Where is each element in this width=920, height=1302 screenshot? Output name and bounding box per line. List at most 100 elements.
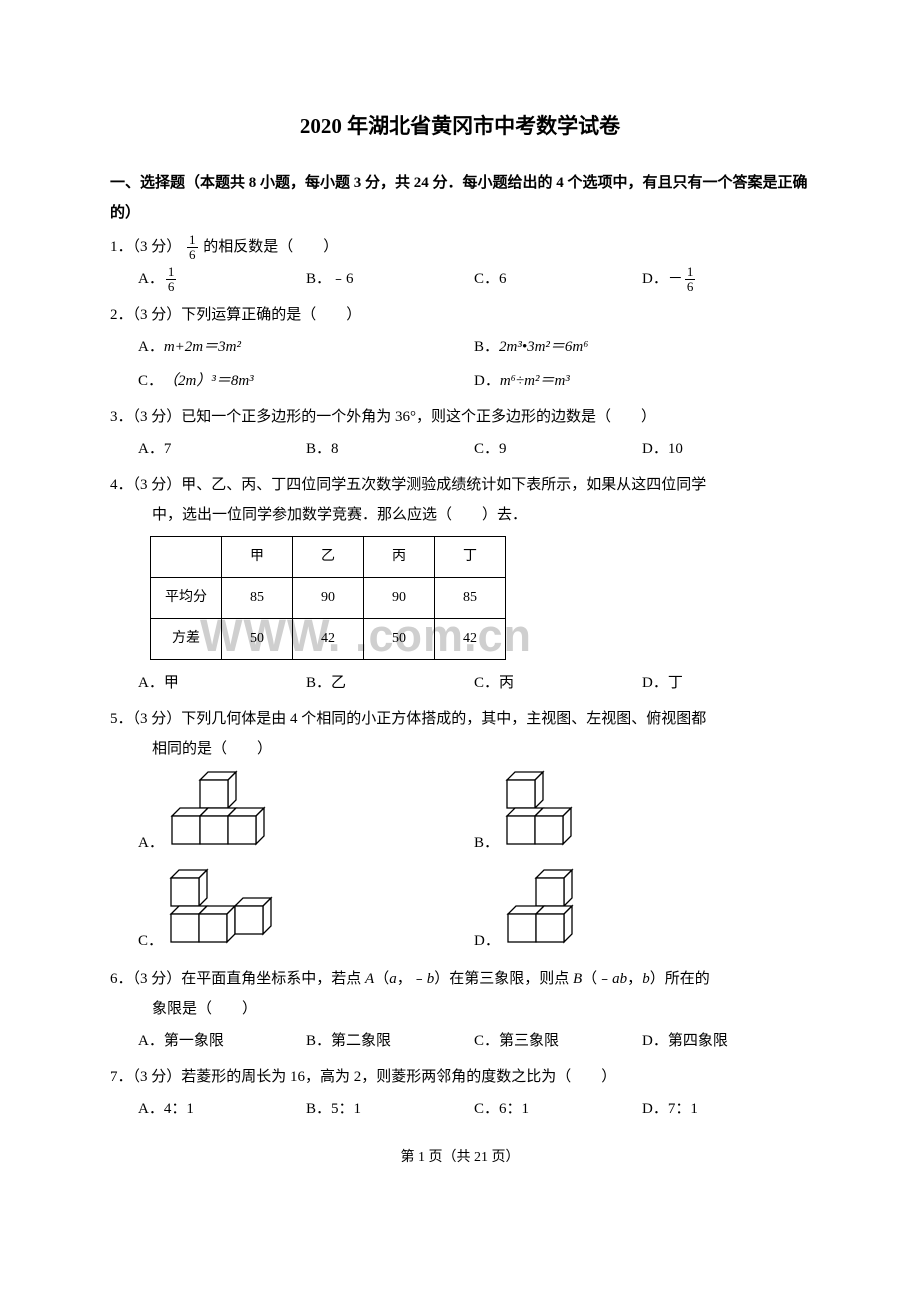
q1-choice-b: B．﹣6 [306, 262, 474, 296]
q2-d-label: D． [474, 366, 500, 396]
exam-title: 2020 年湖北省黄冈市中考数学试卷 [110, 110, 810, 140]
table-cell: 42 [435, 619, 506, 660]
q5-line2: 相同的是（ ） [110, 734, 810, 764]
q6-choice-b: B．第二象限 [306, 1024, 474, 1058]
section-1-header: 一、选择题（本题共 8 小题，每小题 3 分，共 24 分．每小题给出的 4 个… [110, 168, 810, 228]
table-cell: 50 [222, 619, 293, 660]
question-7: 7．（3 分）若菱形的周长为 16，高为 2，则菱形两邻角的度数之比为（ ） A… [110, 1062, 810, 1126]
cube-figure-b-icon [505, 768, 595, 858]
q7-choice-a: A．4：1 [138, 1092, 306, 1126]
q6-l1-m4: （﹣ [582, 971, 612, 987]
q2-a-label: A． [138, 332, 164, 362]
page-footer: 第 1 页（共 21 页） [110, 1146, 810, 1166]
q6-line2: 象限是（ ） [110, 994, 810, 1024]
question-2: 2．（3 分）下列运算正确的是（ ） A．m+2m＝3m² B．2m³•3m²＝… [110, 300, 810, 398]
q2-b-label: B． [474, 332, 499, 362]
q1-a-frac: 1 6 [166, 265, 177, 295]
q1-c-label: C．6 [474, 264, 507, 294]
q1-d-den: 6 [685, 280, 696, 294]
q4-choice-b: B．乙 [306, 666, 474, 700]
question-3: 3．（3 分）已知一个正多边形的一个外角为 36°，则这个正多边形的边数是（ ）… [110, 402, 810, 466]
q6-l1-B: B [573, 971, 582, 987]
q1-d-num: 1 [685, 265, 696, 280]
q3-stem: 3．（3 分）已知一个正多边形的一个外角为 36°，则这个正多边形的边数是（ ） [110, 402, 810, 432]
cube-figure-a-icon [170, 768, 270, 858]
question-5: 5．（3 分）下列几何体是由 4 个相同的小正方体搭成的，其中，主视图、左视图、… [110, 704, 810, 960]
q6-l1-ab: ab [612, 971, 627, 987]
q6-l1-m2: ，﹣ [397, 971, 427, 987]
q1-frac-num: 1 [187, 233, 198, 248]
table-cell: 丙 [364, 537, 435, 578]
q1-a-num: 1 [166, 265, 177, 280]
q5-choice-b: B． [474, 764, 810, 862]
q6-l1-a: a [389, 971, 397, 987]
q2-stem: 2．（3 分）下列运算正确的是（ ） [110, 300, 810, 330]
q4-choice-c: C．丙 [474, 666, 642, 700]
question-6: 6．（3 分）在平面直角坐标系中，若点 A（a，﹣b）在第三象限，则点 B（﹣a… [110, 964, 810, 1058]
q1-choice-d: D． － 1 6 [642, 262, 810, 296]
q4-line2: 中，选出一位同学参加数学竞赛．那么应选（ ）去． [110, 500, 810, 530]
q1-prefix: 1．（3 分） [110, 239, 181, 255]
q5-b-label: B． [474, 828, 499, 858]
table-cell: 42 [293, 619, 364, 660]
q1-d-label: D． [642, 264, 668, 294]
q4-choice-d: D．丁 [642, 666, 810, 700]
q2-d-math: m⁶÷m²＝m³ [500, 366, 570, 396]
q7-choice-d: D．7：1 [642, 1092, 810, 1126]
cube-figure-c-icon [169, 866, 279, 956]
q1-b-label: B．﹣6 [306, 264, 354, 294]
q2-choice-c: C．（2m）³＝8m³ [138, 364, 474, 398]
q7-choice-b: B．5：1 [306, 1092, 474, 1126]
table-cell: 方差 [151, 619, 222, 660]
q7-stem: 7．（3 分）若菱形的周长为 16，高为 2，则菱形两邻角的度数之比为（ ） [110, 1062, 810, 1092]
q3-choice-d: D．10 [642, 432, 810, 466]
q4-line1: 4．（3 分）甲、乙、丙、丁四位同学五次数学测验成绩统计如下表所示，如果从这四位… [110, 470, 810, 500]
q1-choice-a: A． 1 6 [138, 262, 306, 296]
q2-c-math: （2m）³＝8m³ [163, 366, 254, 396]
table-cell: 85 [435, 578, 506, 619]
q2-c-label: C． [138, 366, 163, 396]
q5-choice-d: D． [474, 862, 810, 960]
table-cell: 平均分 [151, 578, 222, 619]
q4-table: 甲 乙 丙 丁 平均分 85 90 90 85 方差 50 42 50 [150, 536, 506, 660]
q3-choice-c: C．9 [474, 432, 642, 466]
q1-frac: 1 6 [187, 233, 198, 263]
q1-stem: 1．（3 分） 1 6 的相反数是（ ） [110, 232, 810, 262]
q5-choice-c: C． [138, 862, 474, 960]
table-cell: 50 [364, 619, 435, 660]
q6-l1-m3: ）在第三象限，则点 [434, 971, 573, 987]
q6-choice-c: C．第三象限 [474, 1024, 642, 1058]
table-cell: 90 [364, 578, 435, 619]
table-cell: 90 [293, 578, 364, 619]
table-cell: 甲 [222, 537, 293, 578]
q6-l1-A: A [365, 971, 374, 987]
q1-choice-c: C．6 [474, 262, 642, 296]
table-cell [151, 537, 222, 578]
table-cell: 乙 [293, 537, 364, 578]
q6-l1-end: ）所在的 [650, 971, 710, 987]
q5-choice-a: A． [138, 764, 474, 862]
table-row: 方差 50 42 50 42 [151, 619, 506, 660]
q3-choice-b: B．8 [306, 432, 474, 466]
table-row: 平均分 85 90 90 85 [151, 578, 506, 619]
table-cell: 85 [222, 578, 293, 619]
q1-a-label: A． [138, 264, 164, 294]
q5-line1: 5．（3 分）下列几何体是由 4 个相同的小正方体搭成的，其中，主视图、左视图、… [110, 704, 810, 734]
q4-choice-a: A．甲 [138, 666, 306, 700]
q3-choice-a: A．7 [138, 432, 306, 466]
q2-choice-b: B．2m³•3m²＝6m⁶ [474, 330, 810, 364]
q5-d-label: D． [474, 926, 500, 956]
question-4: 4．（3 分）甲、乙、丙、丁四位同学五次数学测验成绩统计如下表所示，如果从这四位… [110, 470, 810, 700]
q6-l1-b2: b [642, 971, 650, 987]
q6-choice-a: A．第一象限 [138, 1024, 306, 1058]
q6-choice-d: D．第四象限 [642, 1024, 810, 1058]
q1-a-den: 6 [166, 280, 177, 294]
table-cell: 丁 [435, 537, 506, 578]
question-1: 1．（3 分） 1 6 的相反数是（ ） A． 1 6 B．﹣6 C．6 [110, 232, 810, 296]
q2-choice-d: D．m⁶÷m²＝m³ [474, 364, 810, 398]
q1-frac-den: 6 [187, 248, 198, 262]
q2-b-math: 2m³•3m²＝6m⁶ [499, 332, 588, 362]
q6-l1-m1: （ [374, 971, 389, 987]
q5-c-label: C． [138, 926, 163, 956]
q1-d-frac: 1 6 [685, 265, 696, 295]
